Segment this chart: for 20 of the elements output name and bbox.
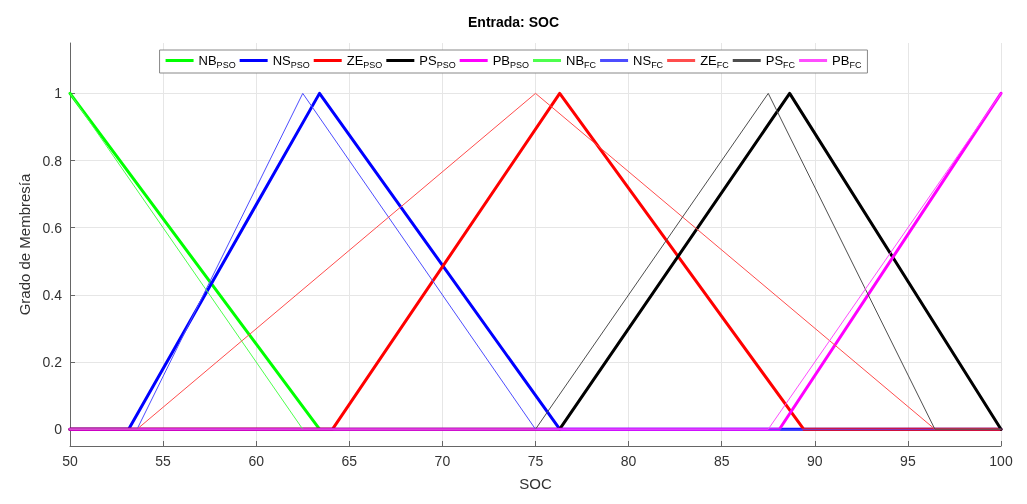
y-tick-label: 0.4 (42, 286, 63, 303)
x-tick-label: 85 (713, 453, 730, 469)
x-tick-label: 100 (989, 453, 1013, 469)
x-tick-label: 75 (527, 453, 544, 469)
y-tick-label: 1 (54, 85, 63, 102)
x-tick-label: 90 (807, 453, 823, 469)
y-tick-label: 0.6 (42, 219, 63, 236)
x-tick-label: 70 (434, 453, 451, 469)
x-axis-title: SOC (519, 475, 552, 492)
y-tick-label: 0 (54, 421, 63, 438)
x-tick-label: 65 (341, 453, 358, 469)
x-tick-label: 60 (248, 453, 265, 469)
x-tick-label: 50 (62, 453, 78, 469)
y-tick-label: 0.8 (42, 152, 63, 169)
y-tick-label: 0.2 (42, 354, 63, 371)
chart-title: Entrada: SOC (467, 14, 560, 30)
y-axis-title: Grado de Membresía (15, 172, 33, 316)
x-tick-label: 80 (620, 453, 637, 469)
x-tick-label: 95 (900, 453, 916, 469)
x-tick-label: 55 (155, 453, 172, 469)
